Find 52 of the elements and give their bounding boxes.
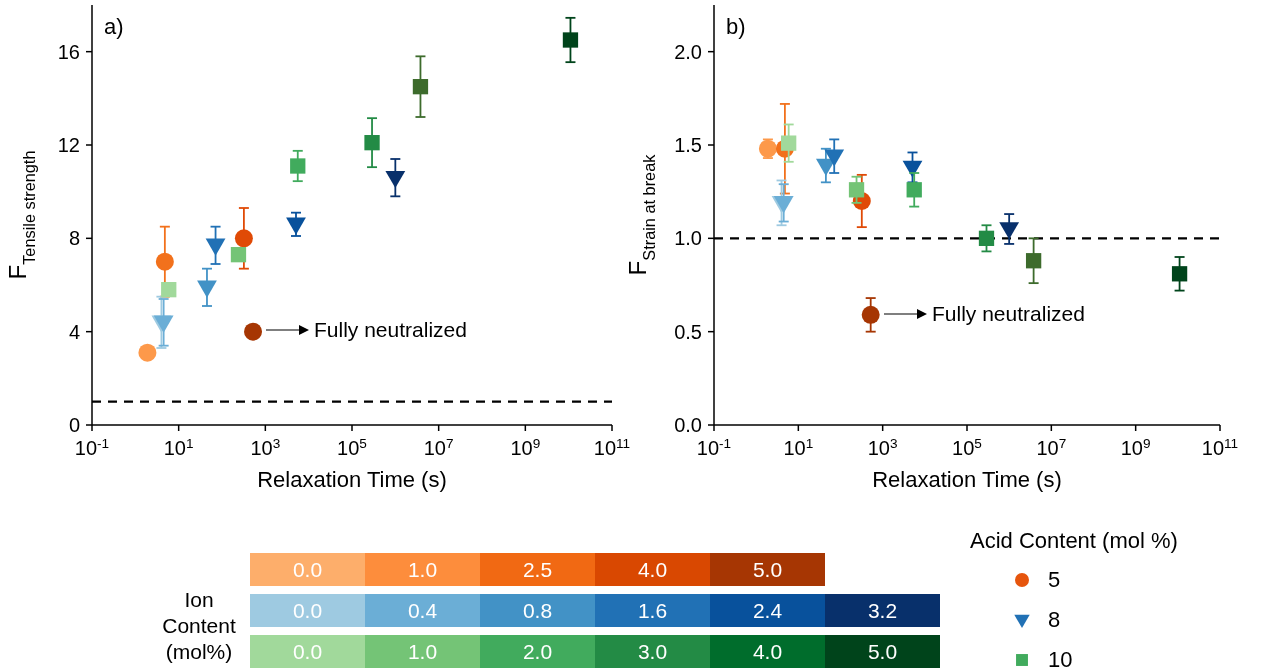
y-tick-label: 1.5 [674, 134, 702, 156]
data-label: 1.0 [365, 635, 480, 668]
data-label: 3.0 [595, 635, 710, 668]
legend-title: Acid Content (mol %) [970, 528, 1179, 554]
y-tick-label: 4 [68, 320, 80, 343]
x-tick-label: 10$^{-1}$ [696, 435, 732, 459]
x-tick-label: 10$^{11}$ [1201, 435, 1239, 459]
x-tick-label: 10$^{3}$ [250, 435, 281, 459]
x-tick-label: 10$^{7}$ [423, 435, 454, 459]
y-tick-label: 1.0 [674, 227, 702, 250]
x-tick-label: 10$^{7}$ [1036, 435, 1067, 459]
data-label: 5.0 [825, 635, 940, 668]
x-tick-label: 10$^{11}$ [593, 435, 631, 459]
legend-label: 8 [1048, 607, 1061, 633]
x-tick-label: 10$^{5}$ [337, 435, 367, 459]
data-label: 0.0 [250, 635, 365, 668]
y-tick-label: 0.5 [674, 320, 702, 343]
data-label: 5.0 [710, 553, 825, 586]
annotation: a) [104, 14, 124, 40]
x-tick-label: 10$^{3}$ [867, 435, 898, 459]
data-label: 0.0 [250, 594, 365, 627]
x-tick-label: 10$^{-1}$ [74, 435, 110, 459]
legend-label: 5 [1048, 567, 1061, 593]
x-tick-label: 10$^{1}$ [163, 435, 194, 459]
x-tick-label: 10$^{9}$ [510, 435, 541, 459]
x-tick-label: 10$^{1}$ [783, 435, 814, 459]
x-axis-title: Relaxation Time (s) [257, 467, 447, 492]
data-label: 2.5 [480, 553, 595, 586]
data-label: 4.0 [710, 635, 825, 668]
y-tick-label: 2.0 [674, 40, 702, 63]
x-tick-label: 10$^{5}$ [952, 435, 982, 459]
data-label: 4.0 [595, 553, 710, 586]
annotation: b) [726, 14, 746, 40]
data-label: 0.0 [250, 553, 365, 586]
legend-label: 10 [1048, 647, 1073, 672]
y-tick-label: 0.0 [674, 414, 702, 436]
annotation: Fully neutralized [314, 318, 467, 342]
x-axis-title: Relaxation Time (s) [872, 467, 1062, 492]
data-label: 0.8 [480, 594, 595, 627]
y-tick-label: 0 [68, 414, 80, 436]
y-tick-label: 12 [57, 134, 80, 156]
data-label: 1.0 [365, 553, 480, 586]
y-tick-label: 16 [57, 40, 80, 63]
annotation: Fully neutralized [932, 302, 1085, 326]
y-tick-label: 8 [68, 227, 80, 250]
data-label: 1.6 [595, 594, 710, 627]
data-label: 2.4 [710, 594, 825, 627]
x-tick-label: 10$^{9}$ [1120, 435, 1151, 459]
data-label: 2.0 [480, 635, 595, 668]
y-axis-title: Ion Content (mol%) [161, 587, 237, 665]
data-label: 0.4 [365, 594, 480, 627]
data-label: 3.2 [825, 594, 940, 627]
